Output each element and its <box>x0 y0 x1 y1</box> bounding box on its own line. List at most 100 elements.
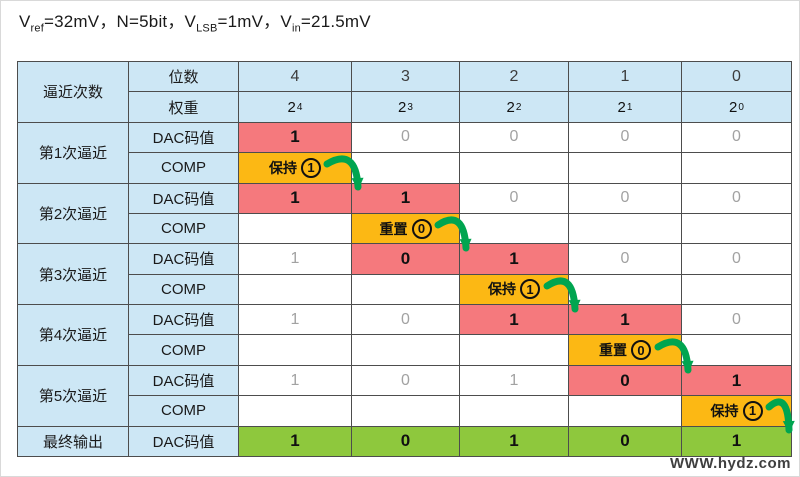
final-bit-cell: 1 <box>682 426 792 457</box>
comp-result-digit: 0 <box>637 342 645 358</box>
title-vlsb-value: =1mV， <box>217 12 281 31</box>
dac-bit-cell: 1 <box>239 244 352 275</box>
bit-number-3: 3 <box>352 62 460 93</box>
comp-empty-cell <box>460 153 569 184</box>
comp-row-label: COMP <box>129 396 239 427</box>
weight-exp: 2 <box>515 101 522 113</box>
dac-bit-cell: 0 <box>460 183 569 214</box>
dac-row-label: DAC码值 <box>129 365 239 397</box>
weight-base: 2 <box>398 98 407 116</box>
dac-bit-cell: 0 <box>682 305 792 336</box>
weight-exp: 0 <box>738 101 744 113</box>
comp-empty-cell <box>352 153 460 184</box>
comp-result-digit: 1 <box>307 160 315 176</box>
weight-base: 2 <box>617 98 626 116</box>
comp-empty-cell <box>682 213 792 245</box>
comp-decision-cell-3: 保持 1 <box>460 274 569 306</box>
dac-row-label: DAC码值 <box>129 305 239 336</box>
comp-empty-cell <box>352 396 460 427</box>
title-sub-in: in <box>291 22 301 35</box>
group-label-4: 第4次逼近 <box>18 305 129 366</box>
comp-result-digit: 1 <box>748 403 757 419</box>
dac-bit-cell: 1 <box>682 365 792 397</box>
dac-bit-cell: 1 <box>239 365 352 397</box>
bit-row-label: 位数 <box>129 62 239 93</box>
dac-bit-cell: 0 <box>682 244 792 275</box>
dac-bit-cell: 0 <box>682 122 792 154</box>
dac-bit-cell: 0 <box>352 365 460 397</box>
comp-empty-cell <box>239 396 352 427</box>
title-v3: V <box>280 12 292 31</box>
comp-result-circle: 0 <box>631 340 651 361</box>
comp-result-circle: 0 <box>411 218 432 239</box>
comp-action-text: 保持 <box>269 159 297 176</box>
comp-decision-cell-2: 重置 0 <box>352 213 460 245</box>
dac-bit-cell: 0 <box>460 122 569 154</box>
dac-bit-cell: 0 <box>569 365 682 397</box>
weight-exp: 4 <box>296 101 303 113</box>
comp-row-label: COMP <box>129 153 239 184</box>
dac-row-label: DAC码值 <box>129 183 239 214</box>
dac-bit-cell: 0 <box>569 244 682 275</box>
comp-row-label: COMP <box>129 335 239 366</box>
bit-number-2: 2 <box>460 62 569 93</box>
comp-empty-cell <box>239 335 352 366</box>
group-label-5: 第5次逼近 <box>18 365 129 427</box>
dac-bit-cell: 0 <box>569 122 682 154</box>
comp-empty-cell <box>239 274 352 306</box>
final-output-label: 最终输出 <box>18 426 129 457</box>
weight-base: 2 <box>287 98 296 116</box>
comp-empty-cell <box>460 396 569 427</box>
comp-empty-cell <box>352 274 460 306</box>
final-bit-cell: 1 <box>239 426 352 457</box>
comp-empty-cell <box>352 335 460 366</box>
comp-result-circle: 1 <box>742 400 763 421</box>
dac-row-label: DAC码值 <box>129 122 239 154</box>
comp-row-label: COMP <box>129 213 239 245</box>
comp-empty-cell <box>460 335 569 366</box>
weight-exp: 1 <box>626 101 633 113</box>
bit-number-1: 1 <box>569 62 682 93</box>
comp-result-circle: 1 <box>301 157 321 178</box>
comp-decision-cell-5: 保持 1 <box>682 396 792 427</box>
bit-number-4: 4 <box>239 62 352 93</box>
weight-base: 2 <box>506 98 515 116</box>
dac-bit-cell: 0 <box>352 305 460 336</box>
group-label-3: 第3次逼近 <box>18 244 129 306</box>
dac-bit-cell: 1 <box>352 183 460 214</box>
title-sub-lsb: LSB <box>196 22 218 35</box>
comp-empty-cell <box>239 213 352 245</box>
dac-bit-cell: 0 <box>682 183 792 214</box>
dac-bit-cell: 1 <box>460 365 569 397</box>
comp-action-text: 保持 <box>488 281 516 298</box>
comp-row-label: COMP <box>129 274 239 306</box>
dac-bit-cell: 1 <box>239 305 352 336</box>
comp-action-text: 保持 <box>710 402 739 419</box>
group-label-1: 第1次逼近 <box>18 122 129 184</box>
title-v1: V <box>19 12 31 31</box>
final-bit-cell: 0 <box>352 426 460 457</box>
dac-bit-cell: 1 <box>460 244 569 275</box>
dac-row-label: DAC码值 <box>129 244 239 275</box>
comp-empty-cell <box>569 396 682 427</box>
comp-decision-cell-1: 保持 1 <box>239 153 352 184</box>
comp-empty-cell <box>682 335 792 366</box>
comp-result-circle: 1 <box>520 279 540 300</box>
title-sub-ref: ref <box>30 22 44 35</box>
comp-action-text: 重置 <box>379 220 408 237</box>
comp-empty-cell <box>682 153 792 184</box>
comp-action-text: 重置 <box>599 342 627 359</box>
dac-bit-cell: 0 <box>569 183 682 214</box>
dac-bit-cell: 1 <box>460 305 569 336</box>
comp-empty-cell <box>569 274 682 306</box>
watermark: WWW.hydz.com <box>670 455 791 472</box>
comp-empty-cell <box>460 213 569 245</box>
final-bit-cell: 1 <box>460 426 569 457</box>
